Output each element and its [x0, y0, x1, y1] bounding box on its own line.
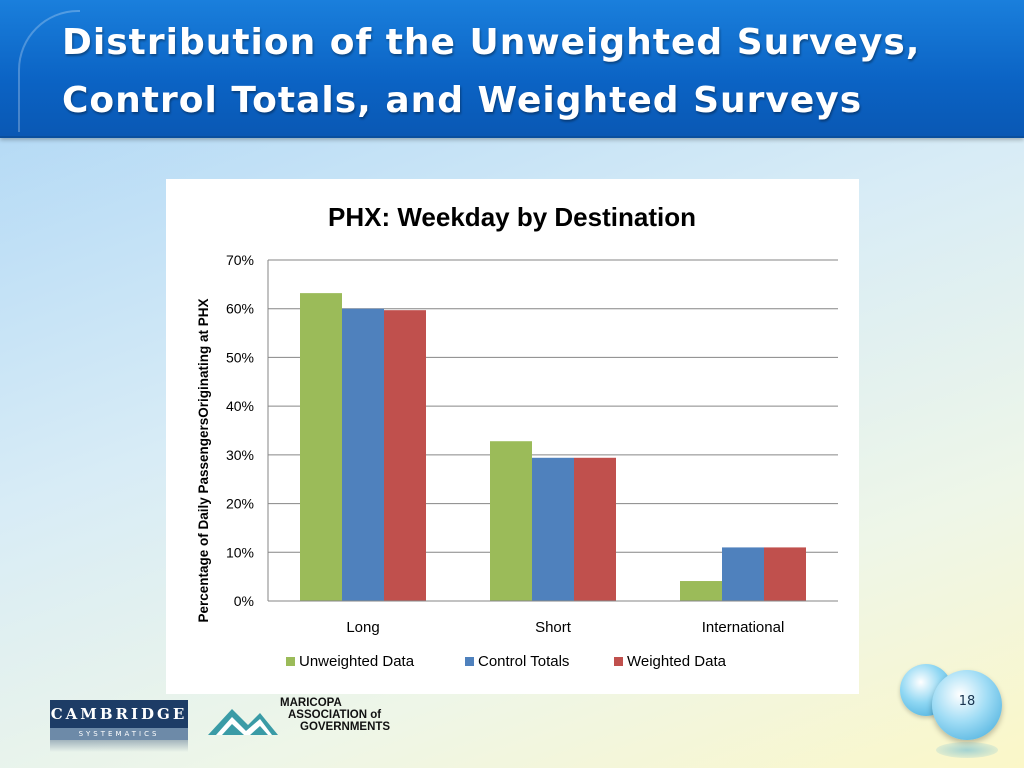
- slide-title-line1: Distribution of the Unweighted Surveys,: [62, 22, 921, 63]
- legend-swatch: [286, 657, 295, 666]
- page-bubble-reflection: [936, 742, 998, 758]
- y-tick-label: 10%: [226, 544, 254, 560]
- bar-weighted-data: [574, 457, 616, 601]
- slide-title: Distribution of the Unweighted Surveys, …: [62, 14, 962, 130]
- title-bar: Distribution of the Unweighted Surveys, …: [0, 0, 1024, 138]
- bar-weighted-data: [384, 310, 426, 601]
- y-tick-label: 40%: [226, 398, 254, 414]
- mag-logo-text: MARICOPA ASSOCIATION of GOVERNMENTS: [280, 697, 426, 733]
- legend-label: Unweighted Data: [299, 653, 415, 670]
- page-bubble: [932, 670, 1002, 740]
- y-tick-label: 30%: [226, 447, 254, 463]
- x-tick-label: International: [702, 619, 785, 636]
- y-tick-label: 50%: [226, 349, 254, 365]
- legend-swatch: [465, 657, 474, 666]
- mag-line1: MARICOPA: [280, 697, 342, 709]
- bar-control-totals: [532, 457, 574, 601]
- bar-chart: PHX: Weekday by Destination 0% 10% 20% 30% 40…: [196, 202, 838, 670]
- bar-control-totals: [342, 308, 384, 601]
- mag-line2: ASSOCIATION of: [288, 709, 382, 721]
- bar-unweighted-data: [680, 581, 722, 601]
- y-tick-label: 60%: [226, 301, 254, 317]
- x-tick-label: Short: [535, 619, 572, 636]
- y-tick-label: 70%: [226, 252, 254, 268]
- y-tick-label: 0%: [234, 593, 254, 609]
- mag-logo: MARICOPA ASSOCIATION of GOVERNMENTS: [206, 697, 426, 741]
- legend-label: Weighted Data: [627, 653, 727, 670]
- bar-unweighted-data: [300, 293, 342, 601]
- cambridge-logo-sub: SYSTEMATICS: [50, 728, 188, 740]
- cambridge-logo-main: CAMBRIDGE: [50, 700, 188, 728]
- x-tick-label: Long: [346, 619, 379, 636]
- legend-label: Control Totals: [478, 653, 569, 670]
- mountain-icon: [208, 709, 278, 735]
- chart-title: PHX: Weekday by Destination: [328, 202, 696, 232]
- page-number: 18: [958, 694, 976, 709]
- y-axis-label: Percentage of Daily PassengersOriginatin…: [196, 298, 211, 622]
- bar-control-totals: [722, 547, 764, 601]
- cambridge-logo-reflection: [50, 740, 188, 752]
- mag-line3: GOVERNMENTS: [300, 721, 391, 733]
- legend-swatch: [614, 657, 623, 666]
- bar-weighted-data: [764, 547, 806, 601]
- cambridge-systematics-logo: CAMBRIDGE SYSTEMATICS: [50, 700, 188, 752]
- slide-title-line2: Control Totals, and Weighted Surveys: [62, 80, 863, 121]
- y-tick-label: 20%: [226, 496, 254, 512]
- chart-container: PHX: Weekday by Destination 0% 10% 20% 30% 40…: [166, 179, 859, 694]
- bar-unweighted-data: [490, 441, 532, 601]
